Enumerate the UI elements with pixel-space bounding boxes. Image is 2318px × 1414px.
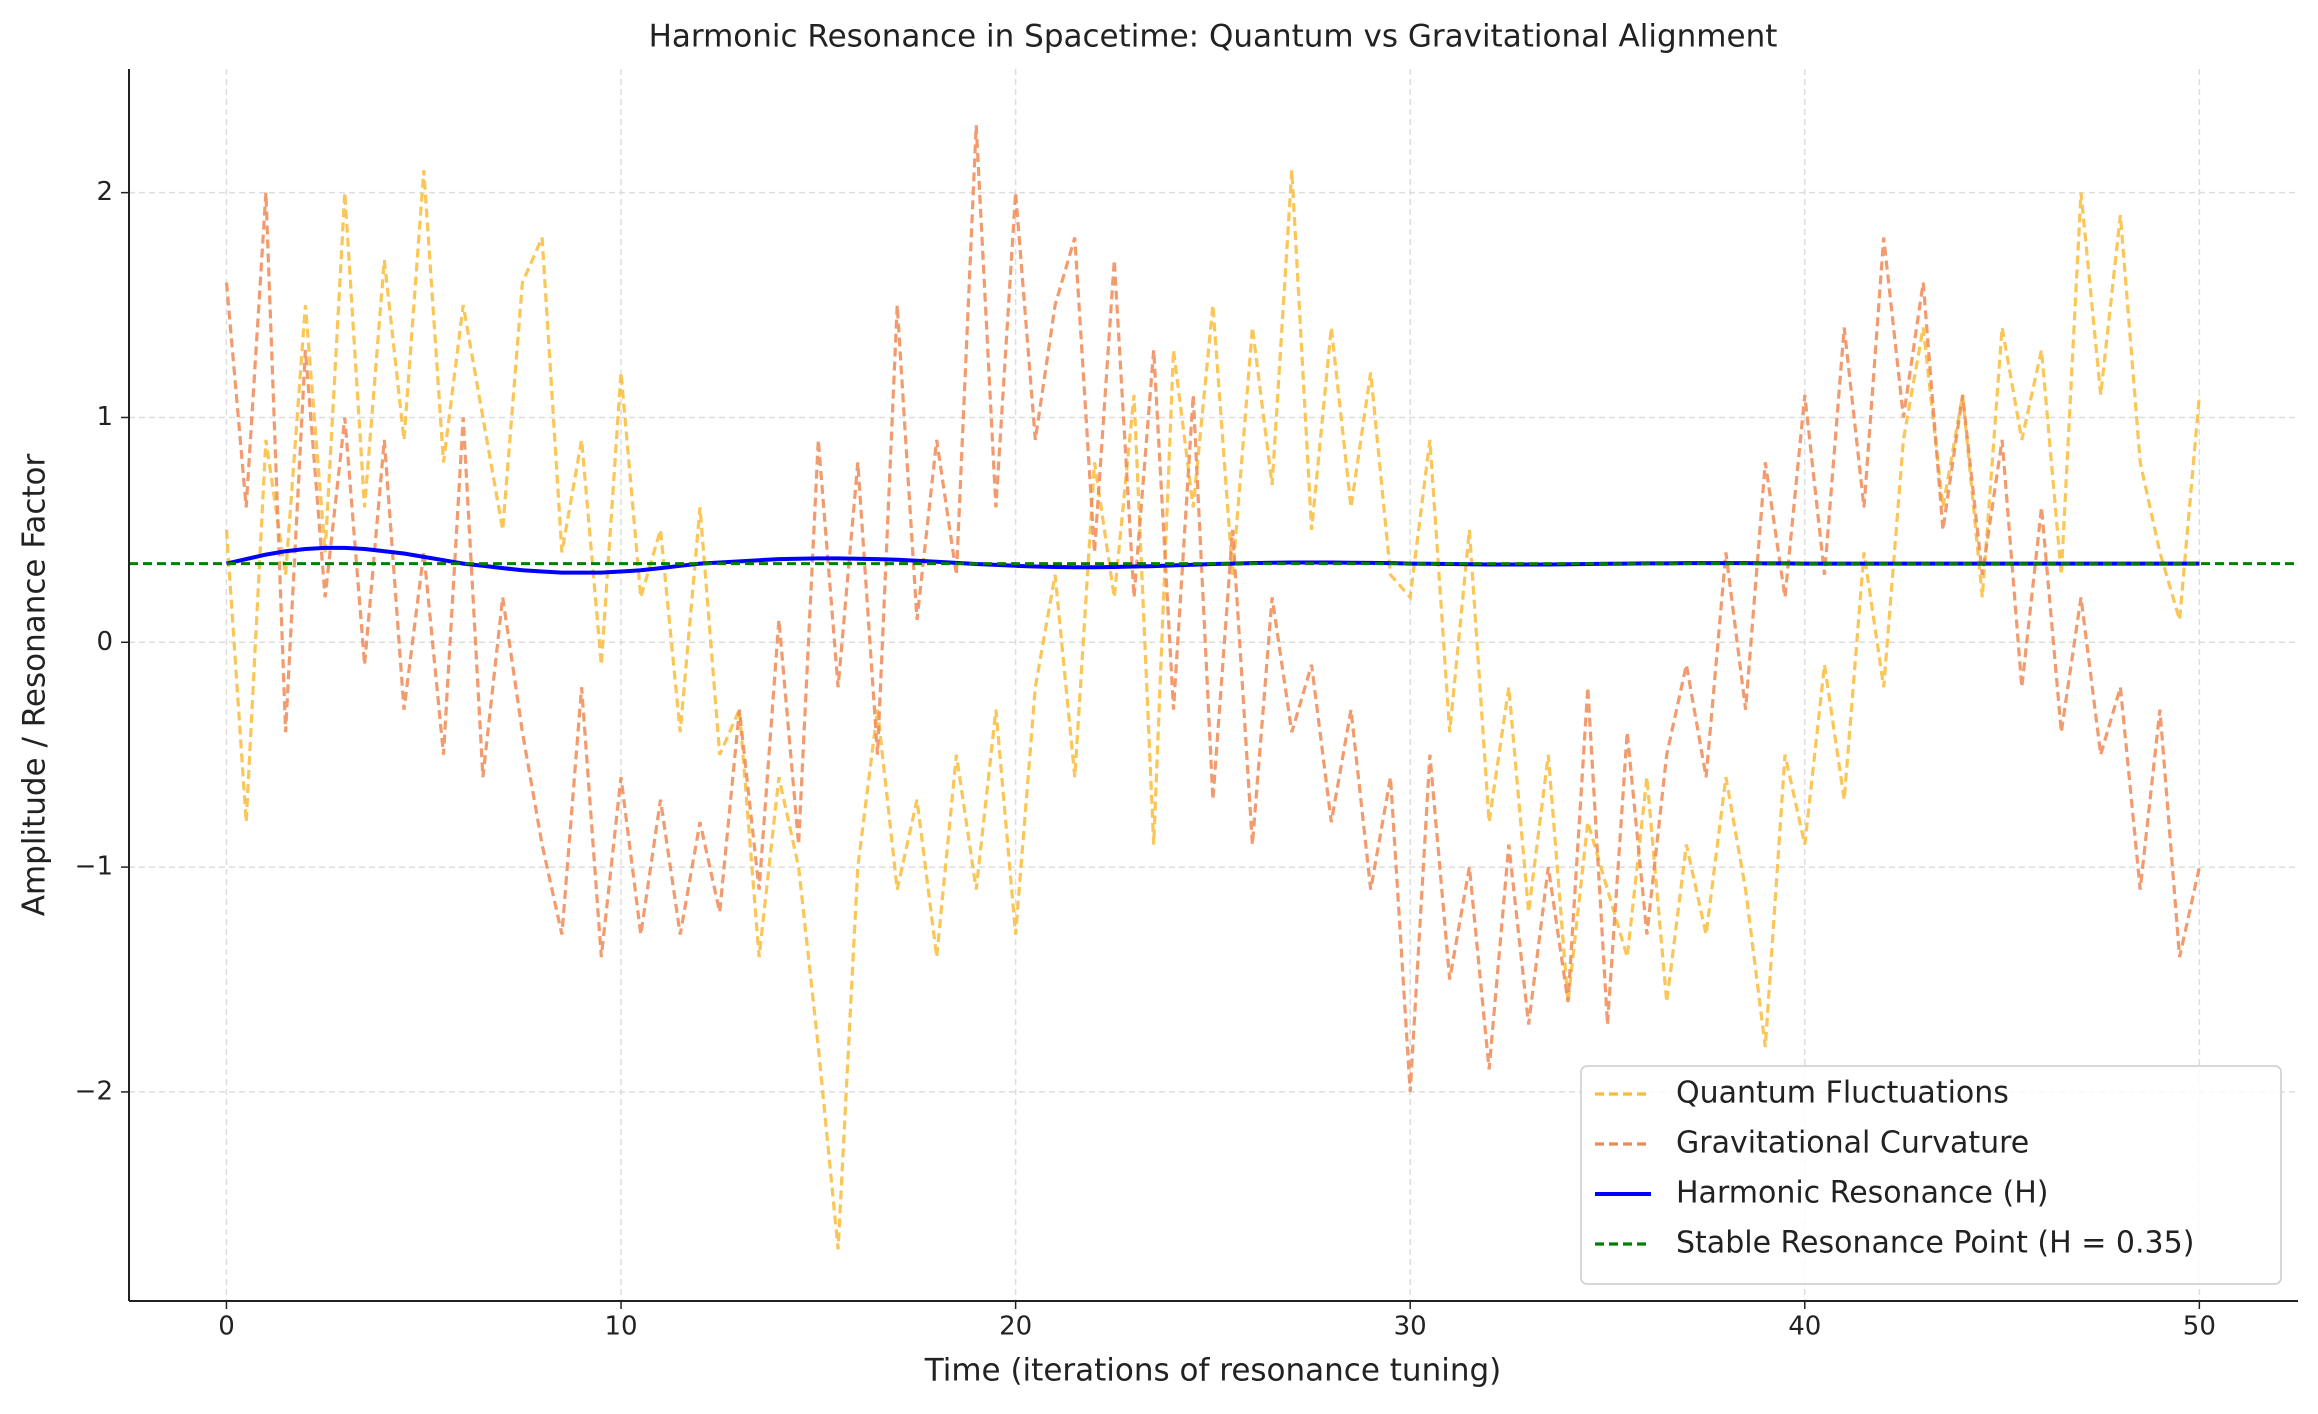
legend-label: Stable Resonance Point (H = 0.35) — [1676, 1226, 2194, 1261]
x-tick-label: 40 — [1788, 1312, 1821, 1342]
y-tick-label: −2 — [75, 1076, 113, 1106]
x-tick-label: 30 — [1394, 1312, 1427, 1342]
y-tick-label: 2 — [96, 177, 113, 207]
legend-box — [1580, 1065, 2282, 1285]
x-tick-label: 20 — [999, 1312, 1032, 1342]
legend-label: Quantum Fluctuations — [1676, 1076, 2009, 1111]
y-tick-label: 0 — [96, 627, 113, 657]
x-tick-label: 10 — [604, 1312, 637, 1342]
chart-title: Harmonic Resonance in Spacetime: Quantum… — [649, 19, 1778, 55]
legend: Quantum Fluctuations Gravitational Curvat… — [1580, 1065, 2282, 1285]
legend-label: Harmonic Resonance (H) — [1676, 1176, 2049, 1211]
y-axis-label: Amplitude / Resonance Factor — [17, 454, 53, 917]
series-line — [224, 125, 2201, 1092]
y-tick-label: −1 — [75, 852, 113, 882]
x-axis-label: Time (iterations of resonance tuning) — [924, 1353, 1502, 1389]
legend-label: Gravitational Curvature — [1676, 1126, 2029, 1161]
x-tick-label: 50 — [2183, 1312, 2216, 1342]
series-line — [224, 170, 2201, 1250]
y-tick-label: 1 — [96, 402, 113, 432]
x-tick-label: 0 — [218, 1312, 235, 1342]
